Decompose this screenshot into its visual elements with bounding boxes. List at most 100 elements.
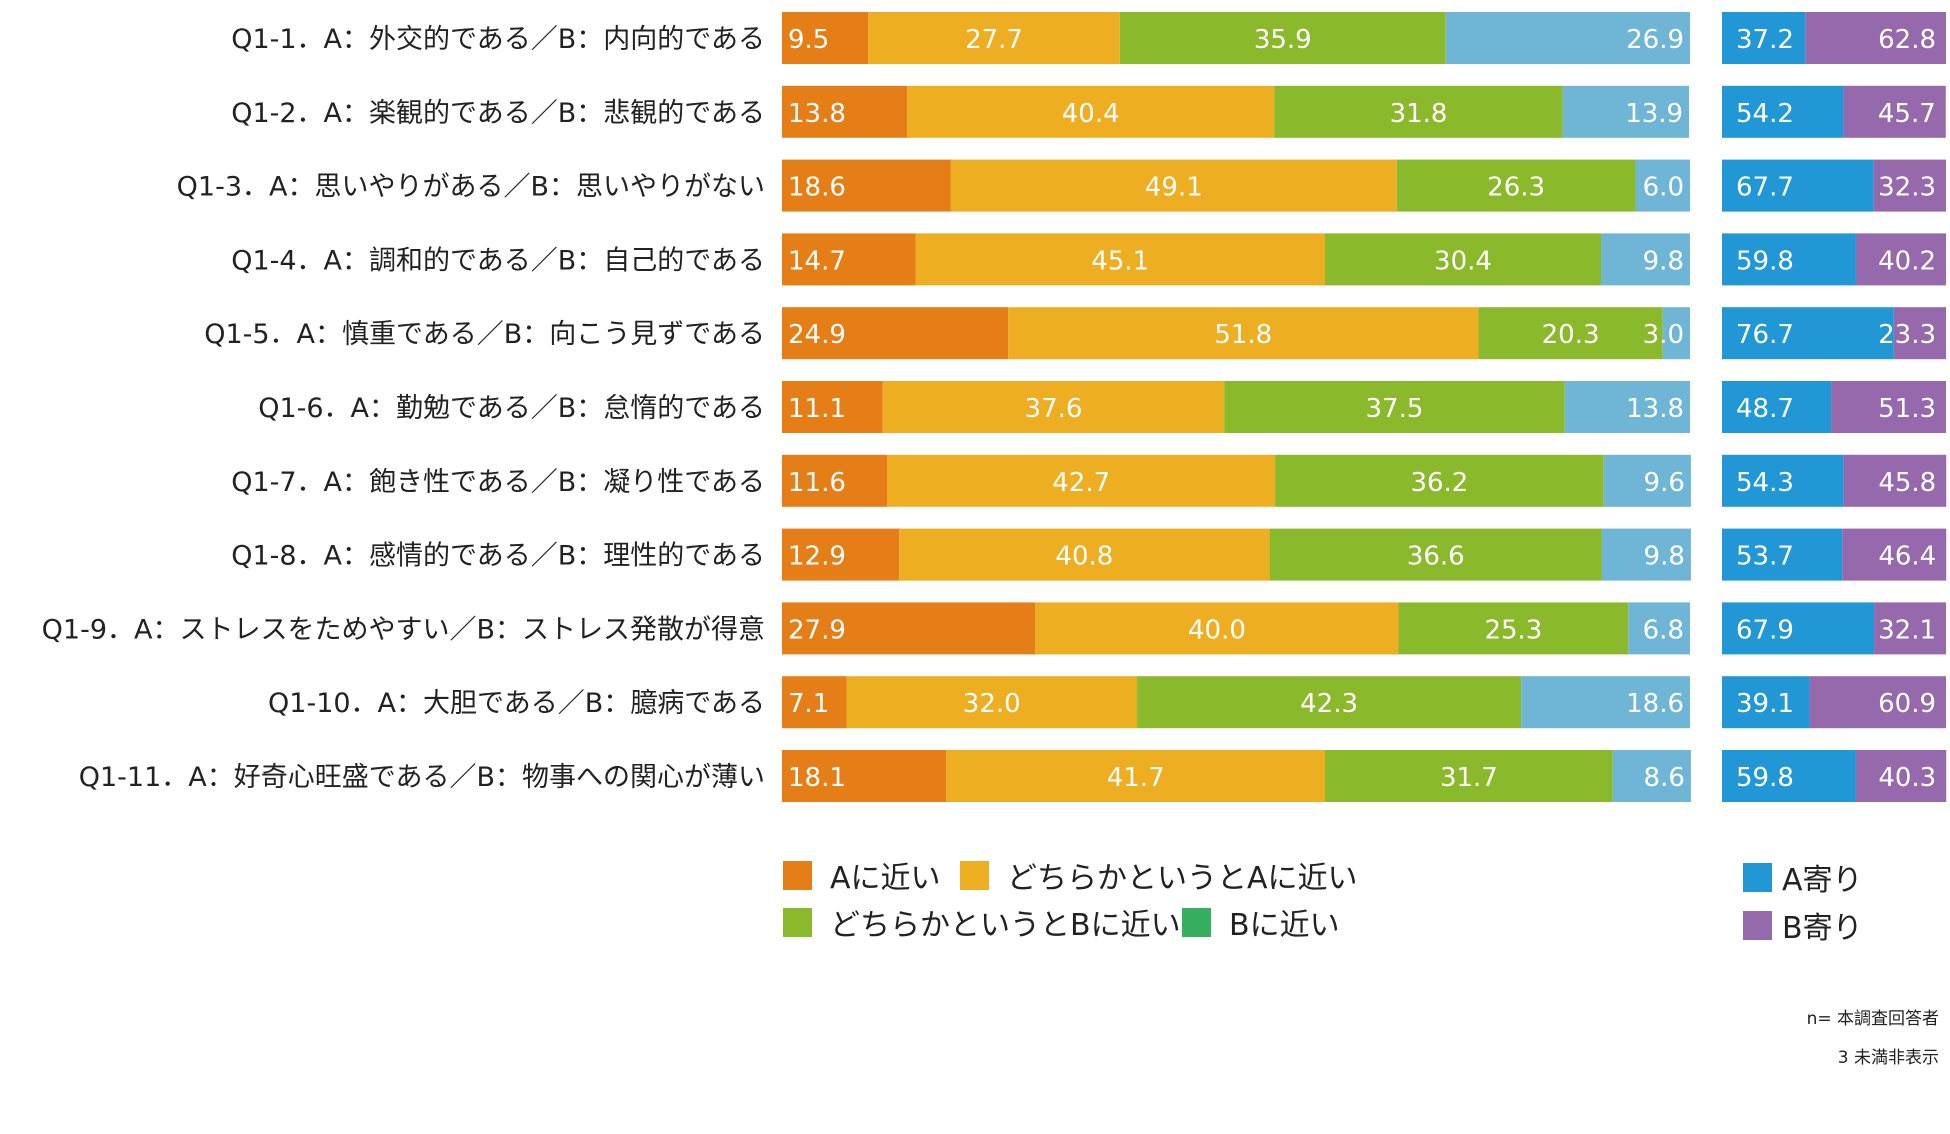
bar-segment: [915, 233, 1325, 286]
bar-segment: [1137, 676, 1522, 729]
legend-label: Bに近い: [1229, 908, 1340, 943]
data-label: 18.6: [788, 173, 846, 203]
data-label: 8.6: [1644, 763, 1685, 793]
bar-segment: [782, 12, 869, 64]
summary-segment: [1805, 12, 1946, 64]
legend-label: B寄り: [1782, 911, 1863, 946]
legend-swatch: [1743, 911, 1772, 940]
summary-label: 32.1: [1878, 615, 1936, 645]
data-label: 35.9: [1254, 25, 1312, 55]
bar-segment: [1269, 528, 1602, 581]
bar-segment: [782, 750, 947, 802]
bar-segment: [782, 381, 883, 433]
bar-segment: [1478, 307, 1663, 360]
bar-segment: [1396, 159, 1636, 212]
data-label: 18.6: [1626, 689, 1684, 719]
data-label: 24.9: [788, 320, 846, 350]
question-label: Q1-4．A：調和的である／B：自己的である: [231, 245, 765, 276]
note-threshold: 3 未満非表示: [1837, 1048, 1939, 1068]
summary-segment: [1874, 602, 1946, 655]
bar-segment: [1601, 528, 1691, 581]
data-label: 31.8: [1390, 99, 1448, 129]
data-label: 9.6: [1644, 468, 1685, 498]
summary-label: 23.3: [1878, 320, 1936, 350]
data-label: 6.0: [1643, 173, 1684, 203]
summary-segment: [1722, 12, 1806, 64]
summary-label: 46.4: [1878, 542, 1936, 572]
bar-segment: [1275, 454, 1604, 507]
data-label: 27.7: [965, 25, 1023, 55]
data-label: 40.4: [1062, 99, 1120, 129]
summary-segment: [1722, 602, 1875, 655]
question-label: Q1-2．A：楽観的である／B：悲観的である: [231, 98, 765, 129]
data-label: 36.6: [1407, 542, 1465, 572]
bar-segment: [868, 12, 1120, 64]
data-label: 36.2: [1410, 468, 1468, 498]
legend-label: どちらかというとAに近い: [1007, 861, 1358, 896]
summary-label: 59.8: [1736, 763, 1794, 793]
summary-label: 76.7: [1736, 320, 1794, 350]
summary-segment: [1722, 676, 1810, 729]
summary-label: 51.3: [1878, 394, 1936, 424]
data-label: 12.9: [788, 542, 846, 572]
summary-segment: [1722, 85, 1844, 138]
summary-segment: [1722, 159, 1874, 212]
question-label: Q1-3．A：思いやりがある／B：思いやりがない: [177, 172, 765, 203]
data-label: 31.7: [1440, 763, 1498, 793]
summary-label: 40.3: [1878, 763, 1936, 793]
bar-segment: [1562, 85, 1690, 138]
summary-segment: [1831, 381, 1946, 433]
summary-segment: [1842, 528, 1947, 581]
question-label: Q1-8．A：感情的である／B：理性的である: [231, 541, 765, 572]
bar-segment: [1445, 12, 1690, 64]
summary-segment: [1722, 528, 1843, 581]
question-label: Q1-9．A：ストレスをためやすい／B：ストレス発散が得意: [42, 614, 765, 645]
summary-segment: [1893, 307, 1946, 360]
summary-segment: [1722, 307, 1894, 360]
summary-segment: [1855, 750, 1947, 802]
question-label: Q1-11．A：好奇心旺盛である／B：物事への関心が薄い: [79, 762, 765, 793]
data-label: 40.0: [1188, 615, 1246, 645]
summary-label: 54.3: [1736, 468, 1794, 498]
data-label: 49.1: [1145, 173, 1203, 203]
summary-segment: [1722, 381, 1832, 433]
summary-label: 48.7: [1736, 394, 1794, 424]
bar-segment: [846, 676, 1138, 729]
legend-swatch: [1182, 908, 1211, 937]
data-label: 11.1: [788, 394, 846, 424]
bar-segment: [887, 454, 1276, 507]
summary-label: 32.3: [1878, 173, 1936, 203]
data-label: 37.6: [1025, 394, 1083, 424]
bar-segment: [782, 85, 908, 138]
data-label: 42.3: [1300, 689, 1358, 719]
bar-segment: [782, 602, 1036, 655]
data-label: 45.1: [1091, 246, 1149, 276]
data-label: 6.8: [1643, 615, 1684, 645]
bar-segment: [882, 381, 1225, 433]
data-label: 18.1: [788, 763, 846, 793]
data-label: 9.8: [1643, 246, 1684, 276]
bar-segment: [1601, 233, 1690, 286]
legend-swatch: [783, 861, 812, 890]
data-label: 9.8: [1644, 542, 1685, 572]
data-label: 9.5: [788, 25, 829, 55]
summary-segment: [1809, 676, 1946, 729]
data-label: 26.3: [1487, 173, 1545, 203]
legend-swatch: [783, 908, 812, 937]
data-label: 30.4: [1434, 246, 1492, 276]
bar-segment: [1274, 85, 1563, 138]
bar-segment: [1635, 159, 1690, 212]
summary-segment: [1843, 85, 1946, 138]
bar-segment: [907, 85, 1275, 138]
question-label: Q1-7．A：飽き性である／B：凝り性である: [231, 467, 765, 498]
bar-segment: [1603, 454, 1691, 507]
data-label: 27.9: [788, 615, 846, 645]
legend-swatch: [960, 861, 989, 890]
bar-segment: [1612, 750, 1691, 802]
bar-segment: [1035, 602, 1399, 655]
data-label: 13.8: [788, 99, 846, 129]
data-label: 7.1: [788, 689, 829, 719]
summary-segment: [1722, 750, 1856, 802]
data-label: 51.8: [1214, 320, 1272, 350]
